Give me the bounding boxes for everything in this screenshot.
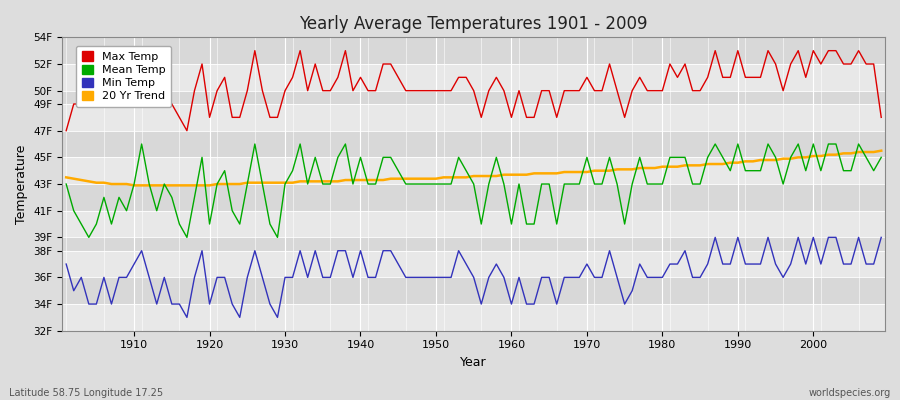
Min Temp (182, 315, 193, 320)
Min Temp (710, 235, 721, 240)
Mean Temp (61, 182, 72, 186)
X-axis label: Year: Year (461, 356, 487, 369)
20 Yr Trend (129, 183, 140, 188)
Text: Latitude 58.75 Longitude 17.25: Latitude 58.75 Longitude 17.25 (9, 388, 163, 398)
Bar (62, 184, 885, 211)
Line: Max Temp: Max Temp (67, 51, 881, 131)
Title: Yearly Average Temperatures 1901 - 2009: Yearly Average Temperatures 1901 - 2009 (300, 15, 648, 33)
Max Temp (876, 115, 886, 120)
Line: Mean Temp: Mean Temp (67, 144, 881, 237)
Min Temp (514, 275, 525, 280)
Bar (62, 211, 885, 237)
Min Temp (506, 302, 517, 306)
Min Temp (876, 235, 886, 240)
Max Temp (249, 48, 260, 53)
20 Yr Trend (514, 172, 525, 177)
Mean Temp (302, 182, 313, 186)
Bar (62, 304, 885, 331)
Bar (62, 64, 885, 91)
Max Temp (294, 48, 305, 53)
Mean Temp (347, 182, 358, 186)
Mean Temp (612, 182, 623, 186)
Mean Temp (129, 182, 140, 186)
Mean Temp (136, 142, 147, 146)
Mean Temp (521, 222, 532, 226)
Min Temp (340, 248, 351, 253)
20 Yr Trend (506, 172, 517, 177)
Min Temp (294, 248, 305, 253)
Bar (62, 104, 885, 131)
20 Yr Trend (122, 182, 132, 186)
Bar (62, 237, 885, 251)
Line: 20 Yr Trend: 20 Yr Trend (67, 151, 881, 185)
Min Temp (122, 275, 132, 280)
Legend: Max Temp, Mean Temp, Min Temp, 20 Yr Trend: Max Temp, Mean Temp, Min Temp, 20 Yr Tre… (76, 46, 171, 107)
Bar (62, 157, 885, 184)
Max Temp (122, 102, 132, 106)
Max Temp (514, 88, 525, 93)
Line: Min Temp: Min Temp (67, 237, 881, 317)
Bar (62, 131, 885, 157)
Y-axis label: Temperature: Temperature (15, 144, 28, 224)
20 Yr Trend (876, 148, 886, 153)
20 Yr Trend (604, 168, 615, 173)
Bar (62, 91, 885, 104)
Max Temp (506, 115, 517, 120)
Bar (62, 251, 885, 277)
Max Temp (604, 62, 615, 66)
Min Temp (61, 262, 72, 266)
20 Yr Trend (340, 178, 351, 182)
20 Yr Trend (294, 179, 305, 184)
Mean Temp (514, 182, 525, 186)
Mean Temp (876, 155, 886, 160)
Bar (62, 37, 885, 64)
Max Temp (61, 128, 72, 133)
Bar (62, 277, 885, 304)
Mean Temp (84, 235, 94, 240)
Min Temp (604, 248, 615, 253)
Max Temp (340, 48, 351, 53)
20 Yr Trend (61, 175, 72, 180)
Text: worldspecies.org: worldspecies.org (809, 388, 891, 398)
